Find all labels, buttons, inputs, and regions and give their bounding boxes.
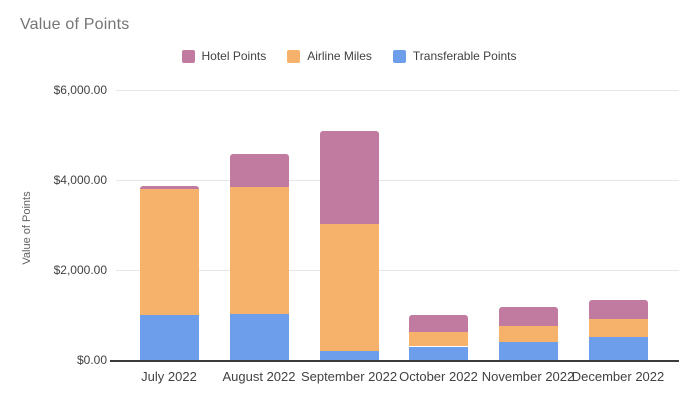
bar-segment-october-2022-airline-miles[interactable] <box>409 332 468 347</box>
x-axis-label: October 2022 <box>399 369 478 384</box>
legend-item-transferable-points[interactable]: Transferable Points <box>392 49 517 63</box>
bar-segment-december-2022-airline-miles[interactable] <box>588 319 648 338</box>
y-tick-label: $6,000.00 <box>53 83 107 97</box>
y-tick-label: $2,000.00 <box>53 263 107 277</box>
legend: Hotel Points Airline Miles Transferable Po… <box>0 49 698 63</box>
x-axis-label: December 2022 <box>571 369 665 384</box>
bar-segment-november-2022-hotel-points[interactable] <box>498 307 558 327</box>
bar-segment-july-2022-transferable-points[interactable] <box>139 315 199 360</box>
legend-item-hotel-points[interactable]: Hotel Points <box>181 49 267 63</box>
bar-segment-september-2022-transferable-points[interactable] <box>319 351 379 360</box>
legend-label: Transferable Points <box>412 49 517 63</box>
x-axis-label: September 2022 <box>300 369 398 384</box>
bar-segment-december-2022-transferable-points[interactable] <box>588 337 648 360</box>
legend-label: Hotel Points <box>201 49 267 63</box>
legend-swatch-icon <box>181 49 195 63</box>
x-axis-label: July 2022 <box>141 369 197 384</box>
bar-segment-october-2022-hotel-points[interactable] <box>409 315 468 333</box>
legend-swatch-icon <box>287 49 301 63</box>
bar-segment-july-2022-hotel-points[interactable] <box>139 186 199 189</box>
bar-segment-october-2022-transferable-points[interactable] <box>409 346 468 360</box>
bar-segment-december-2022-hotel-points[interactable] <box>588 299 648 320</box>
bar-segment-september-2022-hotel-points[interactable] <box>319 130 379 225</box>
gridline <box>116 270 679 271</box>
x-axis-label: November 2022 <box>481 369 575 384</box>
gridline <box>116 90 679 91</box>
y-tick-label: $0.00 <box>76 353 107 367</box>
x-axis-line <box>110 360 679 362</box>
bar-segment-november-2022-airline-miles[interactable] <box>498 326 558 343</box>
y-tick-label: $4,000.00 <box>53 173 107 187</box>
legend-item-airline-miles[interactable]: Airline Miles <box>287 49 372 63</box>
bar-segment-august-2022-transferable-points[interactable] <box>229 313 289 360</box>
gridline <box>116 180 679 181</box>
bar-segment-september-2022-airline-miles[interactable] <box>319 224 379 352</box>
legend-swatch-icon <box>392 49 406 63</box>
x-axis-label: August 2022 <box>222 369 296 384</box>
bar-segment-august-2022-hotel-points[interactable] <box>229 154 289 188</box>
chart-title: Value of Points <box>20 16 130 33</box>
legend-label: Airline Miles <box>307 49 372 63</box>
bar-segment-july-2022-airline-miles[interactable] <box>139 189 199 315</box>
bar-segment-august-2022-airline-miles[interactable] <box>229 187 289 314</box>
y-axis-title: Value of Points <box>21 191 33 265</box>
bar-segment-november-2022-transferable-points[interactable] <box>498 342 558 360</box>
